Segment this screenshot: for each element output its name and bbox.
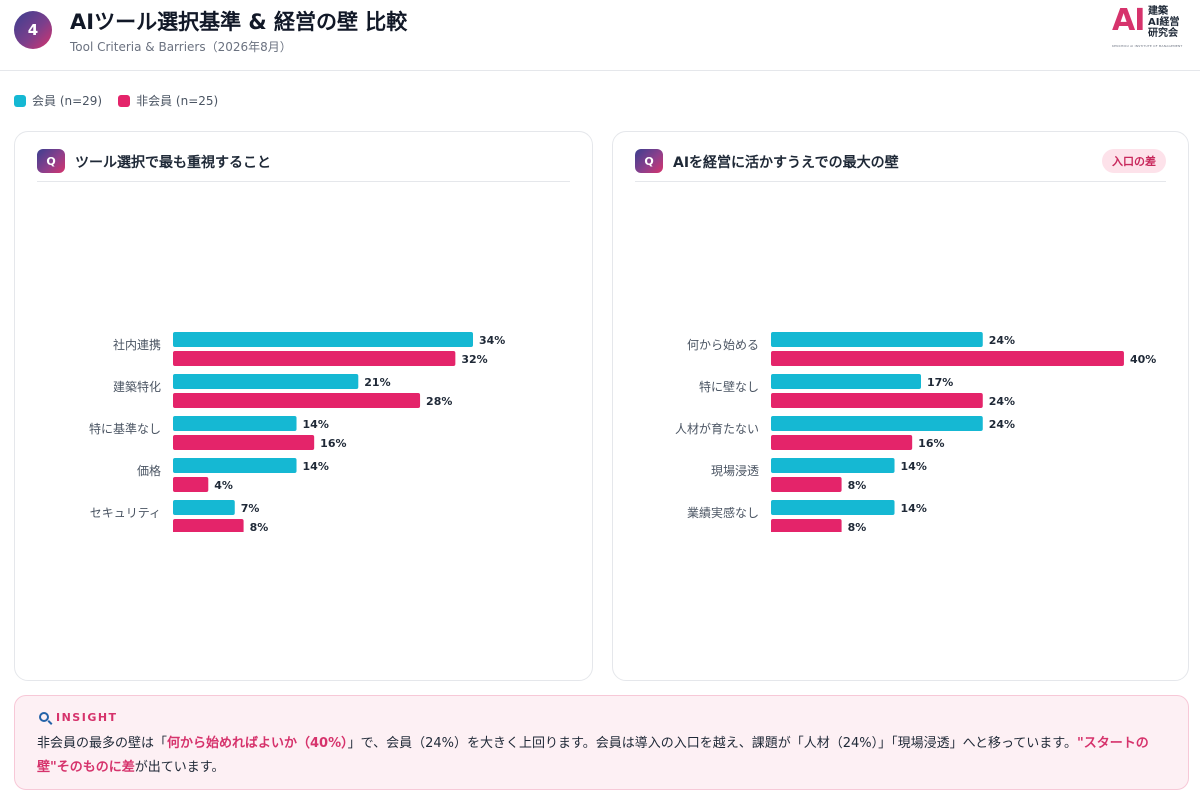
data-label: 16% [320,437,346,450]
bar-members [771,332,983,347]
legend-item-non-members: 非会員 (n=25) [118,92,218,109]
bar-members [173,500,235,515]
data-label: 28% [426,395,452,408]
category-label: 建築特化 [113,379,161,394]
data-label: 14% [303,418,329,431]
logo-line-1: 建築 [1148,6,1168,17]
bar-non-members [771,519,842,532]
brand-logo: AI 建築 AI経営 研究会 KENCHIKU AI INSTITUTE OF … [1110,4,1190,52]
panel-header: Q ツール選択で最も重視すること [37,148,570,182]
question-badge: Q [635,149,663,173]
bar-non-members [173,393,421,408]
data-label: 24% [989,418,1015,431]
data-label: 14% [901,460,927,473]
bar-non-members [173,519,244,532]
category-label: 人材が育たない [675,421,759,436]
bar-members [771,374,921,389]
bar-non-members [771,435,913,450]
data-label: 14% [901,502,927,515]
category-label: 社内連携 [113,337,161,352]
data-label: 34% [479,334,505,347]
bar-non-members [771,477,842,492]
legend-label-members: 会員 (n=29) [32,94,103,108]
data-label: 8% [848,521,867,532]
bar-members [173,416,297,431]
category-label: 業績実感なし [687,505,759,520]
header: 4 AIツール選択基準 & 経営の壁 比較 Tool Criteria & Ba… [0,0,1200,71]
bar-members [771,416,983,431]
legend-label-non-members: 非会員 (n=25) [136,94,219,108]
data-label: 16% [918,437,944,450]
page-subtitle: Tool Criteria & Barriers（2026年8月） [70,40,292,54]
insight-highlight: "スタートの壁"そのものに差 [37,736,1149,775]
insight-label: INSIGHT [39,711,118,724]
data-label: 4% [214,479,233,492]
data-label: 17% [927,376,953,389]
panel-header: Q AIを経営に活かすうえでの最大の壁 入口の差 [635,148,1166,182]
bar-non-members [173,351,456,366]
insight-text-part: が出ています。 [134,760,225,775]
legend-swatch-members [14,94,26,107]
data-label: 24% [989,334,1015,347]
category-label: 特に壁なし [699,379,759,394]
data-label: 40% [1130,353,1156,366]
data-label: 8% [848,479,867,492]
logo-mark-text: AI [1112,3,1145,38]
bar-chart-tool-criteria: 社内連携 34% 32% 建築特化 21% 28% 特に基準なし 14% 16% 価格 14% 4% セ… [89,332,505,532]
page-title: AIツール選択基準 & 経営の壁 比較 [70,10,408,34]
data-label: 14% [303,460,329,473]
data-label: 21% [364,376,390,389]
category-label: 現場浸透 [711,464,759,478]
legend-swatch-non-members [118,94,131,107]
category-label: セキュリティ [90,506,161,520]
insight-text-part: 」で、会員（24%）を大きく上回ります。会員は導入の入口を越え、課題が「人材（2… [347,736,1078,751]
bar-members [173,458,297,473]
bar-members [771,458,895,473]
insight-box: INSIGHT 非会員の最多の壁は「何から始めればよいか（40%）」で、会員（2… [14,695,1189,790]
insight-label-text: INSIGHT [56,711,118,724]
chart-title: AIを経営に活かすうえでの最大の壁 [673,155,899,171]
question-badge: Q [37,149,65,173]
category-label: 価格 [137,463,161,478]
logo-text: 建築 AI経営 研究会 [1148,6,1179,39]
legend: 会員 (n=29) 非会員 (n=25) [14,92,218,109]
bar-non-members [173,435,315,450]
insight-highlight: 何から始めればよいか（40%） [167,736,348,751]
insight-text-part: 非会員の最多の壁は「 [37,736,168,751]
bar-non-members [173,477,209,492]
logo-line-2: AI経営 [1148,17,1180,28]
data-label: 7% [241,502,260,515]
highlight-tag: 入口の差 [1102,149,1166,173]
logo-mark: AI [1112,3,1145,38]
data-label: 8% [250,521,269,532]
data-label: 32% [461,353,487,366]
logo-tagline: KENCHIKU AI INSTITUTE OF MANAGEMENT [1112,44,1183,48]
category-label: 特に基準なし [89,421,161,436]
category-label: 何から始める [687,338,759,352]
search-icon [39,712,49,722]
data-label: 24% [989,395,1015,408]
chart-panel-tool-criteria: Q ツール選択で最も重視すること 社内連携 34% 32% 建築特化 21% 28% 特に基… [14,131,593,681]
bar-members [173,332,473,347]
legend-item-members: 会員 (n=29) [14,92,102,109]
bar-non-members [771,351,1124,366]
bar-members [173,374,359,389]
chart-title: ツール選択で最も重視すること [75,155,271,171]
chart-panel-barriers: Q AIを経営に活かすうえでの最大の壁 入口の差 何から始める 24% 40% 特に壁… [612,131,1189,681]
page-number-badge: 4 [14,11,52,49]
insight-text: 非会員の最多の壁は「何から始めればよいか（40%）」で、会員（24%）を大きく上… [37,732,1172,780]
bar-chart-barriers: 何から始める 24% 40% 特に壁なし 17% 24% 人材が育たない 24% 16% 現場浸透… [675,332,1156,532]
bar-members [771,500,895,515]
logo-line-3: 研究会 [1148,28,1178,39]
bar-non-members [771,393,983,408]
